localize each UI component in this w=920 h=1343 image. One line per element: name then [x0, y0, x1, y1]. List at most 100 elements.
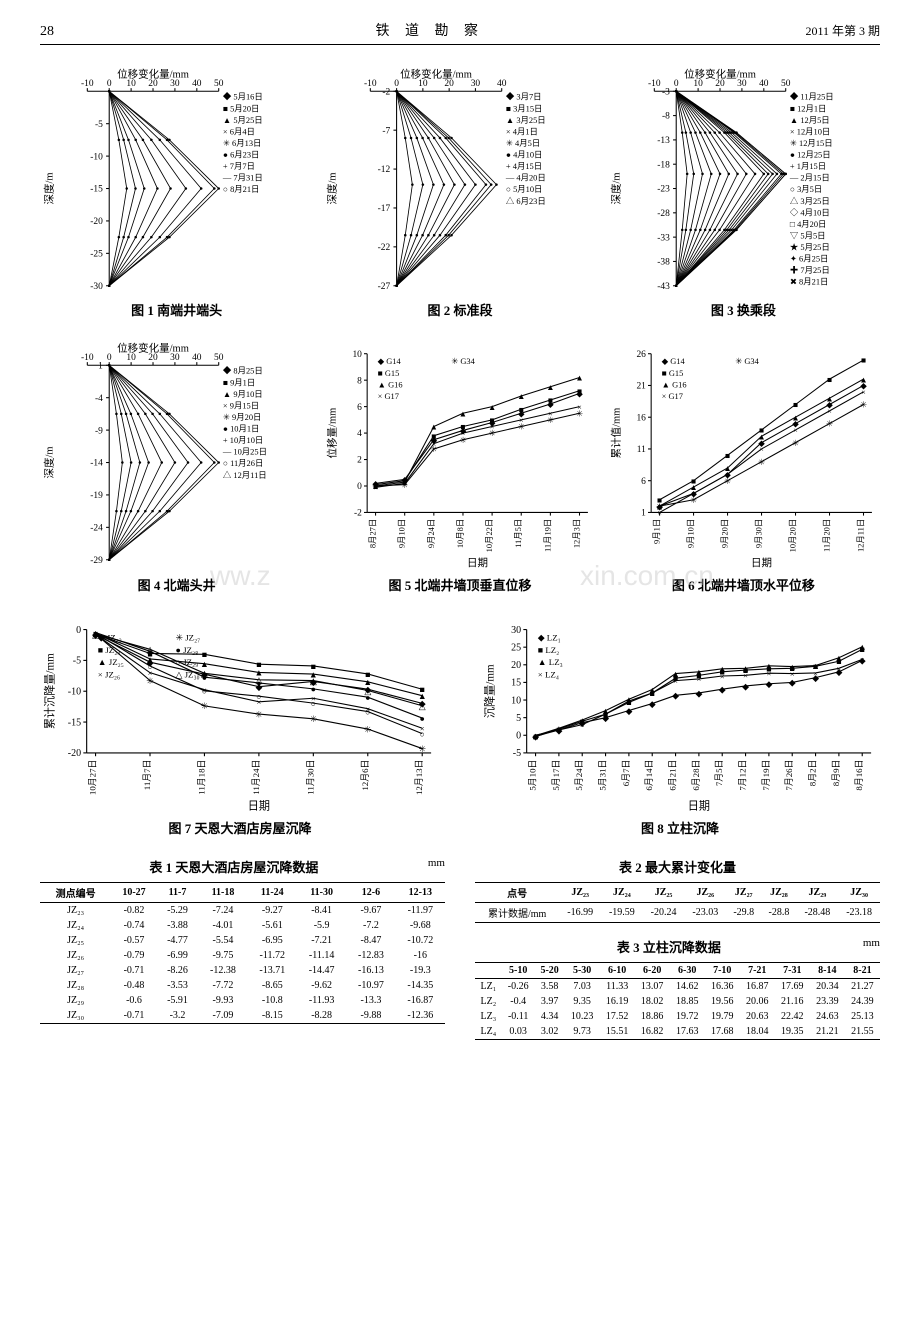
svg-text:×: ×	[861, 388, 866, 397]
svg-text:× G17: × G17	[378, 392, 399, 401]
svg-text:● 10月1日: ● 10月1日	[223, 425, 260, 434]
svg-text:-14: -14	[90, 459, 103, 469]
svg-text:9月10日: 9月10日	[398, 519, 407, 548]
issue-info: 2011 年第 3 期	[805, 22, 880, 39]
svg-text:◆: ◆	[695, 688, 702, 698]
svg-text:-15: -15	[68, 717, 81, 728]
svg-text:▲: ▲	[791, 414, 799, 423]
svg-text:累计沉降量/mm: 累计沉降量/mm	[42, 652, 56, 728]
svg-text:▲ G16: ▲ G16	[661, 381, 686, 390]
svg-text:日期: 日期	[751, 557, 772, 569]
svg-text:△: △	[419, 701, 426, 711]
chart-6: 16111621269月1日9月10日9月20日9月30日10月20日11月20…	[607, 339, 880, 570]
svg-text:-43: -43	[657, 282, 670, 292]
svg-text:◆: ◆	[649, 698, 656, 708]
svg-text:◆: ◆	[789, 677, 796, 687]
svg-text:-27: -27	[378, 282, 391, 292]
charts-row-2: 位移变化量/mm-10010203040501-4-9-14-19-24-29深…	[40, 339, 880, 593]
svg-text:20: 20	[148, 353, 158, 363]
svg-text:△ JZ₃₀: △ JZ₃₀	[176, 669, 200, 679]
svg-text:5月24日: 5月24日	[574, 759, 584, 790]
svg-text:▲: ▲	[488, 403, 496, 412]
chart-8-title: 图 8 立柱沉降	[641, 818, 719, 837]
svg-text:×: ×	[556, 725, 561, 735]
svg-text:×: ×	[793, 426, 798, 435]
svg-text:✳: ✳	[547, 416, 554, 425]
svg-text:-4: -4	[95, 394, 103, 404]
svg-text:▲: ▲	[200, 659, 209, 669]
svg-text:✳: ✳	[656, 503, 663, 512]
svg-text:-3: -3	[662, 87, 670, 97]
page-header: 28 铁 道 勘 察 2011 年第 3 期	[40, 20, 880, 45]
svg-text:-9: -9	[95, 427, 103, 437]
svg-text:✳: ✳	[419, 743, 427, 753]
svg-text:◆ G14: ◆ G14	[378, 357, 402, 366]
svg-text:6月7日: 6月7日	[621, 759, 631, 786]
svg-text:✳: ✳	[518, 423, 525, 432]
table-1-title: 表 1 天恩大酒店房屋沉降数据 mm	[40, 857, 445, 876]
svg-text:■ G15: ■ G15	[378, 369, 400, 378]
svg-text:✳: ✳	[860, 401, 867, 410]
chart-4: 位移变化量/mm-10010203040501-4-9-14-19-24-29深…	[40, 339, 313, 570]
svg-text:-18: -18	[657, 160, 670, 170]
svg-text:◇ 4月10日: ◇ 4月10日	[790, 207, 830, 217]
svg-text:40: 40	[497, 79, 507, 89]
chart-2-title: 图 2 标准段	[427, 300, 492, 319]
svg-text:深度/m: 深度/m	[43, 447, 56, 479]
chart-8: -50510152025305月10日5月17日5月24日5月31日6月7日6月…	[480, 614, 880, 814]
svg-text:✳: ✳	[201, 701, 209, 711]
svg-text:○ 8月21日: ○ 8月21日	[223, 185, 260, 194]
table-3: 5-105-205-306-106-206-307-107-217-318-14…	[475, 962, 880, 1040]
svg-text:8月9日: 8月9日	[831, 759, 841, 786]
svg-text:-5: -5	[513, 748, 521, 759]
svg-text:× G17: × G17	[661, 392, 682, 401]
svg-text:×: ×	[580, 719, 585, 729]
svg-text:9月24日: 9月24日	[427, 519, 436, 548]
chart-7: 0-5-10-15-2010月27日11月7日11月18日11月24日11月30…	[40, 614, 440, 814]
svg-text:-20: -20	[90, 217, 103, 227]
svg-text:1: 1	[641, 509, 646, 519]
svg-text:■: ■	[548, 396, 553, 405]
svg-text:◆ 5月16日: ◆ 5月16日	[223, 92, 263, 102]
svg-text:× 6月4日: × 6月4日	[223, 127, 255, 136]
svg-text:×: ×	[860, 654, 865, 664]
svg-text:△: △	[310, 675, 317, 685]
svg-text:✳: ✳	[758, 458, 765, 467]
svg-text:-28: -28	[657, 209, 670, 219]
svg-text:50: 50	[214, 79, 224, 89]
svg-text:✳: ✳	[255, 709, 263, 719]
svg-text:×: ×	[759, 445, 764, 454]
svg-text:20: 20	[148, 79, 158, 89]
svg-text:▲ 12月5日: ▲ 12月5日	[790, 116, 830, 125]
svg-text:7月26日: 7月26日	[784, 759, 794, 790]
svg-text:× 9月15日: × 9月15日	[223, 402, 259, 411]
svg-text:20: 20	[715, 79, 725, 89]
svg-text:× JZ₂₆: × JZ₂₆	[98, 669, 120, 679]
svg-text:✳: ✳	[826, 420, 833, 429]
svg-text:深度/m: 深度/m	[609, 172, 622, 204]
svg-text:-17: -17	[378, 204, 391, 214]
svg-text:11月30日: 11月30日	[305, 759, 315, 794]
svg-text:12月3日: 12月3日	[573, 519, 582, 548]
table-3-title-text: 表 3 立柱沉降数据	[617, 940, 721, 955]
svg-text:○ 5月10日: ○ 5月10日	[506, 185, 543, 194]
svg-text:40: 40	[192, 353, 202, 363]
svg-text:▲: ▲	[547, 383, 555, 392]
chart-3-title: 图 3 换乘段	[711, 300, 776, 319]
svg-text:✳ 9月20日: ✳ 9月20日	[223, 413, 261, 422]
svg-text:✳: ✳	[576, 410, 583, 419]
svg-text:● JZ₂₈: ● JZ₂₈	[176, 644, 199, 654]
svg-text:-8: -8	[662, 112, 670, 122]
svg-text:10: 10	[126, 353, 136, 363]
svg-text:-2: -2	[383, 87, 391, 97]
svg-text:-38: -38	[657, 258, 670, 268]
svg-text:×: ×	[766, 668, 771, 678]
table-1-title-text: 表 1 天恩大酒店房屋沉降数据	[149, 860, 318, 875]
svg-text:50: 50	[781, 79, 791, 89]
svg-text:■ JZ₂₄: ■ JZ₂₄	[98, 644, 121, 654]
svg-text:×: ×	[626, 696, 631, 706]
svg-text:30: 30	[170, 353, 180, 363]
svg-text:11月5日: 11月5日	[515, 519, 524, 548]
svg-text:10月22日: 10月22日	[485, 519, 494, 553]
svg-text:-19: -19	[90, 491, 103, 501]
